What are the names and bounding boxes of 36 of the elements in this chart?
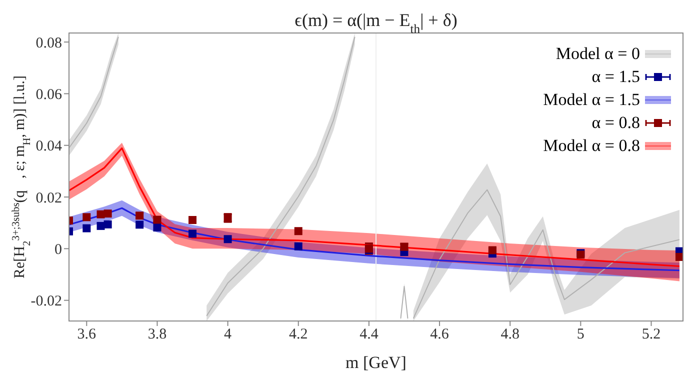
x-tick-label: 4.2 (288, 326, 308, 343)
point (294, 227, 302, 236)
legend-label: Model α = 0 (556, 44, 640, 64)
x-tick-label: 3.6 (77, 326, 97, 343)
point (675, 252, 683, 261)
point (104, 220, 112, 228)
x-tick-label: 5.2 (642, 326, 661, 343)
point (294, 242, 302, 250)
x-tick-label: 5 (576, 326, 584, 343)
point (82, 224, 91, 232)
chart-title: ϵ(m) = α(|m − E$_{th}$| + δ) (294, 10, 458, 36)
point (488, 246, 496, 254)
legend-label: Model α = 0.8 (543, 136, 640, 156)
point (224, 235, 232, 244)
x-tick-label: 4.8 (500, 326, 520, 343)
y-tick-label: 0 (54, 242, 62, 258)
legend-label: α = 0.8 (592, 113, 640, 133)
legend-label: α = 1.5 (592, 67, 640, 87)
x-tick-label: 4.6 (430, 326, 450, 343)
point (136, 220, 144, 229)
x-axis-title: m [GeV] (346, 353, 406, 372)
point (104, 210, 112, 218)
y-tick-label: -0.02 (30, 294, 62, 310)
legend-label: Model α = 1.5 (543, 90, 640, 110)
point (188, 216, 197, 224)
y-tick-label: 0.02 (36, 190, 62, 206)
y-tick-label: 0.08 (36, 35, 62, 52)
x-tick-label: 4 (224, 326, 232, 343)
line-series (69, 207, 680, 272)
point (188, 230, 197, 238)
point (153, 223, 162, 232)
point (82, 213, 91, 222)
x-tick-label: 4.4 (360, 326, 379, 343)
x-tick-label: 3.8 (148, 326, 167, 343)
y-tick-label: 0.04 (36, 138, 62, 155)
y-tick-label: 0.06 (36, 87, 62, 104)
